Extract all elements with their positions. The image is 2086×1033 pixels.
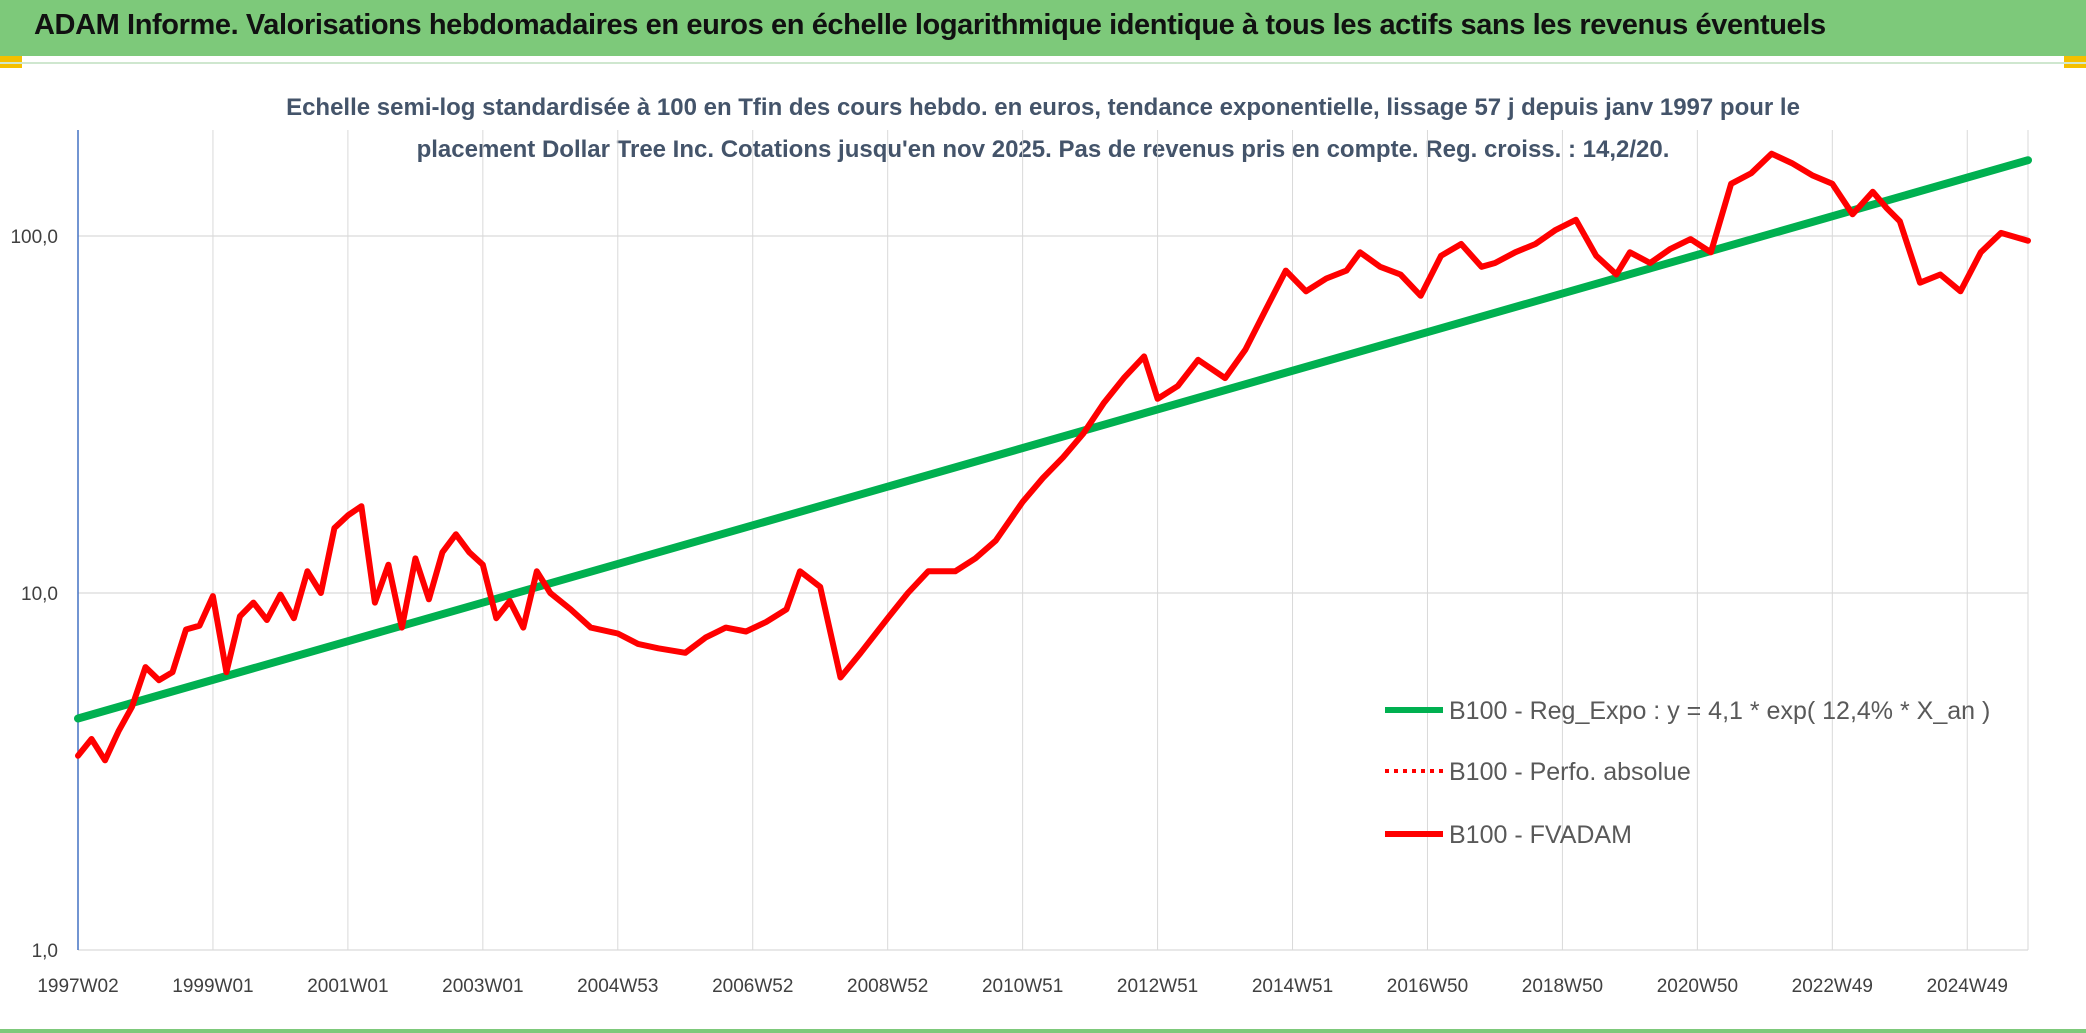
legend-perfo-label: B100 - Perfo. absolue	[1449, 758, 1691, 786]
fvadam-line	[75, 150, 2031, 764]
y-tick-label: 10,0	[21, 584, 58, 605]
x-tick-label: 2001W01	[307, 976, 388, 997]
chart-title: Echelle semi-log standardisée à 100 en T…	[286, 94, 1800, 121]
frame-line	[0, 62, 2086, 64]
x-tick-label: 2016W50	[1387, 976, 1468, 997]
x-tick-label: 1997W02	[37, 976, 118, 997]
page-title: ADAM Informe. Valorisations hebdomadaire…	[34, 9, 1826, 41]
x-tick-label: 2010W51	[982, 976, 1063, 997]
x-tick-label: 2012W51	[1117, 976, 1198, 997]
header-bar: ADAM Informe. Valorisations hebdomadaire…	[0, 0, 2086, 56]
legend: B100 - Reg_Expo : y = 4,1 * exp( 12,4% *…	[1385, 697, 1990, 849]
x-tick-labels: 1997W02 1999W01 2001W01 2003W01 2004W53 2006W…	[37, 976, 2008, 997]
x-tick-label: 2018W50	[1522, 976, 1603, 997]
y-tick-label: 100,0	[10, 227, 58, 248]
y-tick-label: 1,0	[32, 941, 58, 962]
x-tick-label: 2022W49	[1792, 976, 1873, 997]
x-tick-label: 2008W52	[847, 976, 928, 997]
x-tick-label: 2024W49	[1927, 976, 2008, 997]
x-tick-label: 2004W53	[577, 976, 658, 997]
y-tick-labels: 1,0 10,0 100,0	[10, 227, 58, 962]
x-tick-label: 2020W50	[1657, 976, 1738, 997]
legend-trend-label: B100 - Reg_Expo : y = 4,1 * exp( 12,4% *…	[1449, 697, 1990, 725]
legend-fvadam-label: B100 - FVADAM	[1449, 821, 1632, 849]
series-lines	[74, 150, 2032, 764]
gridlines	[77, 130, 2029, 951]
x-tick-label: 2006W52	[712, 976, 793, 997]
chart-subtitle: placement Dollar Tree Inc. Cotations jus…	[417, 136, 1670, 163]
x-tick-label: 1999W01	[172, 976, 253, 997]
x-tick-label: 2003W01	[442, 976, 523, 997]
trend-line	[74, 156, 2032, 723]
bottom-border	[0, 1029, 2086, 1033]
x-tick-label: 2014W51	[1252, 976, 1333, 997]
